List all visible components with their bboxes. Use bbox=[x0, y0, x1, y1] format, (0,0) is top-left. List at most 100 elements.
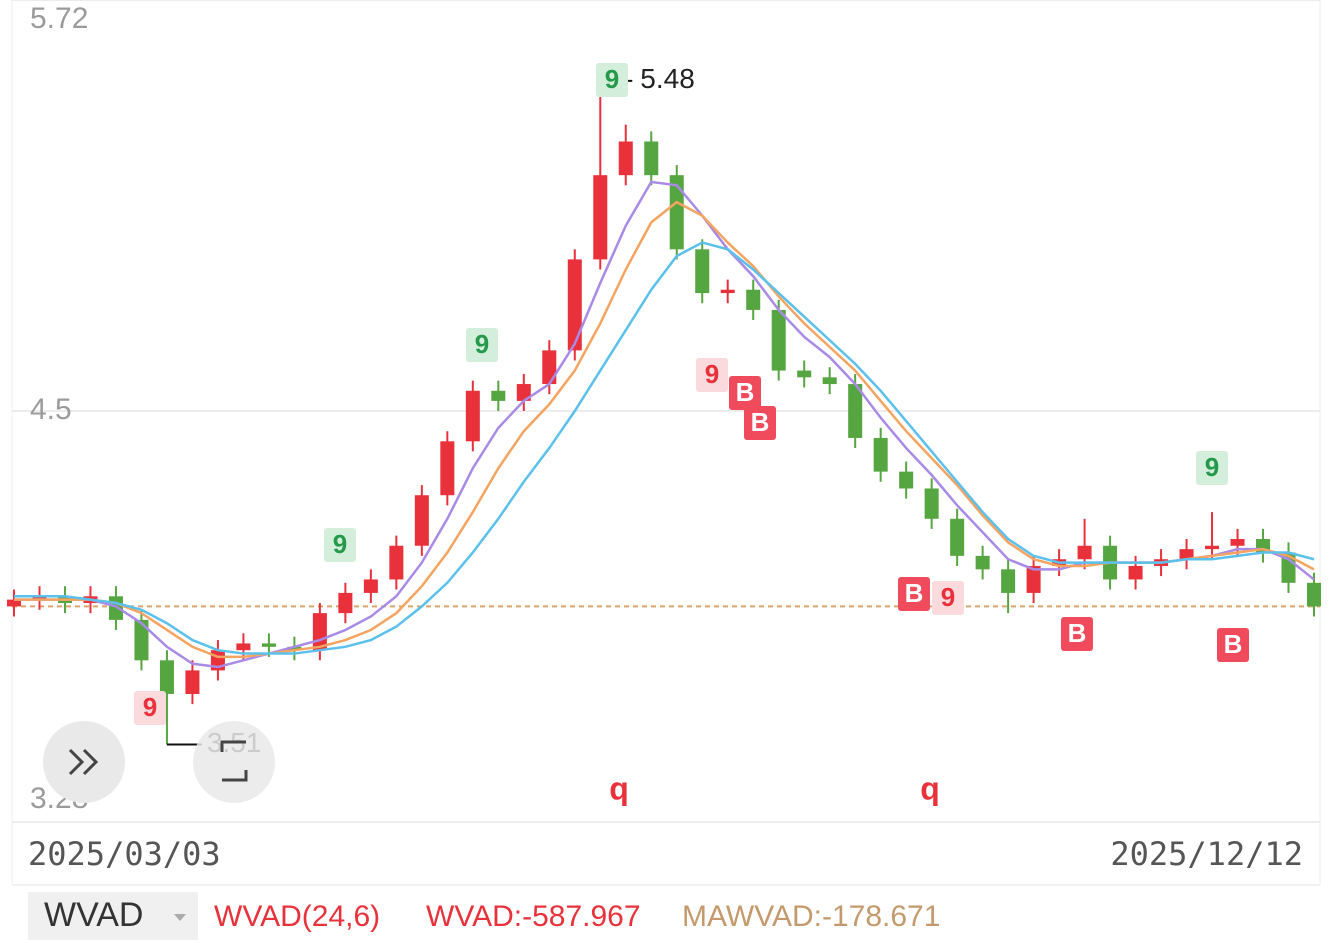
candle-body bbox=[134, 619, 149, 661]
marker-label: 9 bbox=[143, 692, 157, 722]
moving-average-line bbox=[14, 180, 1315, 669]
marker-bg bbox=[1217, 628, 1249, 662]
select-bg[interactable] bbox=[28, 892, 198, 940]
button-bg[interactable] bbox=[193, 721, 275, 803]
indicator-params: WVAD(24,6) bbox=[214, 900, 380, 933]
candle-body bbox=[567, 259, 582, 351]
x-tick-label: 2025/03/03 bbox=[28, 835, 221, 873]
signal-marker: B bbox=[729, 376, 761, 410]
candle-body bbox=[1001, 569, 1016, 593]
marker-bg bbox=[744, 406, 776, 440]
candle-body bbox=[822, 377, 837, 385]
marker-label: B bbox=[1224, 629, 1243, 659]
candle-body bbox=[287, 646, 302, 651]
signal-marker: B bbox=[1217, 628, 1249, 662]
candle-body bbox=[338, 592, 353, 614]
signal-marker: 9 bbox=[1196, 451, 1228, 485]
marker-bg bbox=[729, 376, 761, 410]
candle-body bbox=[797, 370, 812, 378]
candle-body bbox=[924, 488, 939, 519]
marker-label: 9 bbox=[1205, 452, 1219, 482]
reset-button[interactable] bbox=[193, 721, 275, 803]
candle-body bbox=[414, 495, 429, 546]
candle-body bbox=[644, 141, 659, 176]
marker-label: q bbox=[920, 770, 940, 806]
signal-marker: 9 bbox=[466, 328, 498, 362]
marker-bg bbox=[596, 63, 628, 97]
candle-body bbox=[771, 309, 786, 371]
candle-body bbox=[261, 643, 276, 647]
marker-bg bbox=[1061, 617, 1093, 651]
candle-body bbox=[491, 390, 506, 401]
candle-body bbox=[1281, 552, 1296, 583]
marker-label: q bbox=[609, 770, 629, 806]
candle-body bbox=[618, 141, 633, 176]
candle-body bbox=[32, 596, 47, 600]
candle-body bbox=[1205, 545, 1220, 550]
candle-body bbox=[1230, 539, 1245, 546]
moving-average-line bbox=[14, 241, 1315, 655]
marker-label: 9 bbox=[605, 64, 619, 94]
indicator-select[interactable]: WVAD bbox=[28, 892, 198, 940]
candle-body bbox=[1179, 549, 1194, 560]
marker-bg bbox=[324, 528, 356, 562]
candle-body bbox=[363, 579, 378, 593]
marker-bg bbox=[1196, 451, 1228, 485]
indicator-value: WVAD:-587.967 bbox=[426, 900, 641, 933]
candle-body bbox=[975, 555, 990, 570]
candle-body bbox=[899, 471, 914, 489]
candle-body bbox=[542, 350, 557, 385]
marker-label: B bbox=[905, 578, 924, 608]
candle-body bbox=[848, 384, 863, 438]
marker-label: B bbox=[751, 407, 770, 437]
signal-marker: B bbox=[898, 577, 930, 611]
signal-marker: q bbox=[609, 770, 629, 806]
marker-label: B bbox=[1068, 618, 1087, 648]
marker-bg bbox=[932, 581, 964, 615]
candle-body bbox=[1128, 565, 1143, 580]
candle-body bbox=[516, 384, 531, 401]
candle-body bbox=[6, 599, 22, 607]
candle-body bbox=[389, 545, 404, 580]
candle-body bbox=[1306, 582, 1322, 607]
button-icon bbox=[220, 740, 248, 782]
expand-button[interactable] bbox=[43, 721, 125, 803]
dropdown-arrow bbox=[174, 914, 186, 921]
signal-marker: B bbox=[744, 406, 776, 440]
candle-body bbox=[236, 643, 251, 651]
candle-body bbox=[746, 289, 761, 310]
marker-bg bbox=[134, 691, 166, 725]
candle-body bbox=[873, 437, 888, 472]
candle-body bbox=[950, 518, 965, 556]
signal-marker: B bbox=[1061, 617, 1093, 651]
max-label: 5.48 bbox=[640, 63, 695, 94]
marker-label: 9 bbox=[941, 582, 955, 612]
indicator-ma-value: MAWVAD:-178.671 bbox=[682, 900, 940, 933]
signal-marker: 9 bbox=[696, 358, 728, 392]
candle-body bbox=[185, 670, 200, 694]
button-icon bbox=[68, 748, 99, 776]
marker-label: 9 bbox=[705, 359, 719, 389]
candle-body bbox=[720, 289, 735, 294]
signal-marker: 9 bbox=[596, 63, 628, 97]
candle-body bbox=[1077, 545, 1092, 560]
candle-body bbox=[440, 441, 455, 496]
candle-body bbox=[465, 390, 480, 442]
plot-area: 3.284.55.725.483.519999999BBBBBqq bbox=[6, 0, 1322, 823]
marker-label: B bbox=[736, 377, 755, 407]
moving-average-line bbox=[14, 200, 1315, 659]
signal-marker: 9 bbox=[932, 581, 964, 615]
y-tick-label: 4.5 bbox=[30, 393, 72, 426]
marker-bg bbox=[898, 577, 930, 611]
marker-label: 9 bbox=[333, 529, 347, 559]
signal-marker: 9 bbox=[324, 528, 356, 562]
candle-body bbox=[695, 249, 710, 294]
signal-marker: 9 bbox=[134, 691, 166, 725]
x-tick-label: 2025/12/12 bbox=[1110, 835, 1303, 873]
candle-body bbox=[159, 660, 174, 694]
y-tick-label: 5.72 bbox=[30, 2, 88, 35]
signal-marker: q bbox=[920, 770, 940, 806]
marker-bg bbox=[466, 328, 498, 362]
